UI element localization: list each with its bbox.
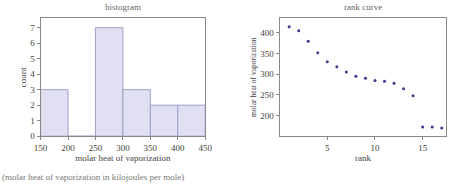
svg-text:histogram: histogram [105,2,141,12]
svg-text:0: 0 [30,131,35,141]
svg-text:250: 250 [89,143,103,153]
svg-text:300: 300 [116,143,130,153]
svg-text:1: 1 [30,116,35,126]
svg-text:7: 7 [30,23,35,33]
svg-text:300: 300 [260,69,274,79]
svg-text:350: 350 [260,49,274,59]
svg-text:350: 350 [144,143,158,153]
svg-text:10: 10 [370,143,380,153]
svg-text:15: 15 [418,143,428,153]
svg-text:250: 250 [260,90,274,100]
svg-text:4: 4 [30,69,35,79]
svg-text:400: 400 [171,143,185,153]
svg-text:5: 5 [325,143,330,153]
svg-text:rank curve: rank curve [344,2,382,12]
svg-text:2: 2 [30,100,35,110]
svg-text:(molar heat of vaporization in: (molar heat of vaporization in kilojoule… [2,172,184,182]
svg-text:450: 450 [198,143,212,153]
svg-text:400: 400 [260,28,274,38]
svg-text:molar heat of vaporization: molar heat of vaporization [75,153,171,163]
svg-text:5: 5 [30,54,35,64]
svg-text:rank: rank [355,153,371,163]
svg-text:count: count [18,67,28,87]
svg-text:6: 6 [30,38,35,48]
svg-text:3: 3 [30,85,35,95]
svg-text:150: 150 [34,143,48,153]
svg-text:molar heat of vaporization: molar heat of vaporization [249,37,258,117]
svg-text:200: 200 [61,143,75,153]
svg-text:200: 200 [260,111,274,121]
